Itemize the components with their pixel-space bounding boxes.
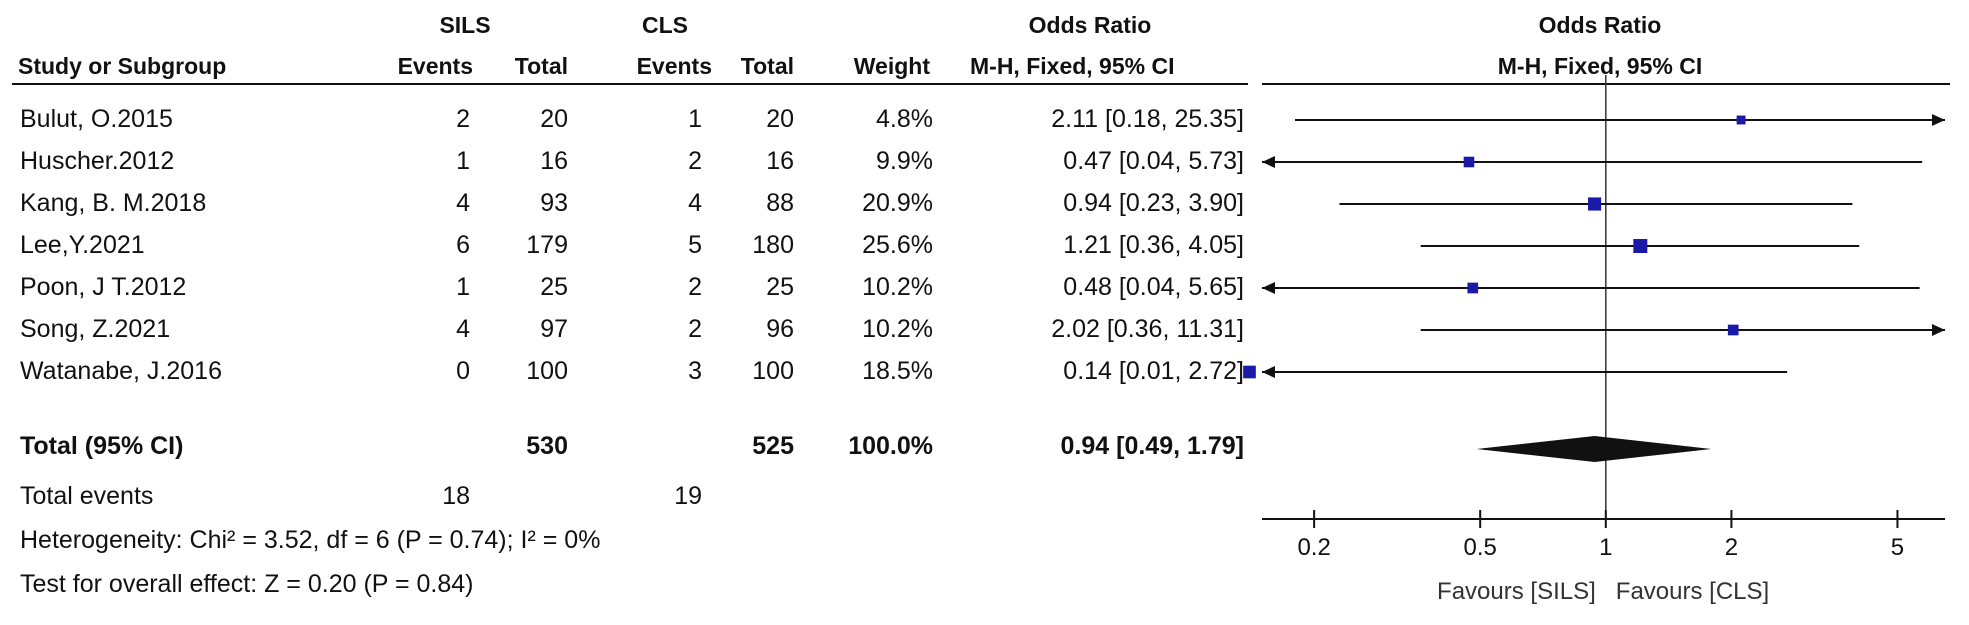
overall-effect-text: Test for overall effect: Z = 0.20 (P = 0… xyxy=(20,570,474,598)
or-ci-cell: 0.48 [0.04, 5.65] xyxy=(1063,273,1244,301)
total1-header: Total xyxy=(514,53,568,79)
x-tick-label: 2 xyxy=(1725,534,1738,561)
favours-left-label: Favours [SILS] xyxy=(1437,578,1596,605)
weight-cell: 25.6% xyxy=(862,231,933,259)
total2-cell: 25 xyxy=(766,273,794,301)
study-name: Kang, B. M.2018 xyxy=(20,189,207,217)
events2-cell: 2 xyxy=(688,147,702,175)
total-events2: 19 xyxy=(674,482,702,510)
method-header: M-H, Fixed, 95% CI xyxy=(970,53,1175,79)
total1-sum: 530 xyxy=(526,432,568,460)
total2-header: Total xyxy=(740,53,794,79)
total1-cell: 25 xyxy=(540,273,568,301)
or-ci-cell: 2.02 [0.36, 11.31] xyxy=(1051,315,1244,343)
weight-cell: 18.5% xyxy=(862,357,933,385)
total1-cell: 179 xyxy=(526,231,568,259)
or-ci-cell: 0.47 [0.04, 5.73] xyxy=(1063,147,1244,175)
header-rule xyxy=(12,83,1248,85)
group2-header: CLS xyxy=(642,12,688,38)
x-tick-label: 0.2 xyxy=(1297,534,1330,561)
total2-cell: 96 xyxy=(766,315,794,343)
plot-method-header: M-H, Fixed, 95% CI xyxy=(1497,53,1703,79)
total2-cell: 16 xyxy=(766,147,794,175)
events1-cell: 4 xyxy=(456,315,470,343)
pooled-diamond xyxy=(1476,436,1712,462)
total2-cell: 88 xyxy=(766,189,794,217)
study-name: Watanabe, J.2016 xyxy=(20,357,222,385)
events2-cell: 2 xyxy=(688,315,702,343)
point-estimate xyxy=(1727,324,1739,336)
or-column-header: Odds Ratio xyxy=(1028,12,1152,38)
study-name: Lee,Y.2021 xyxy=(20,231,145,259)
ci-arrow-left xyxy=(1262,366,1275,378)
group1-header: SILS xyxy=(439,12,491,38)
events2-cell: 2 xyxy=(688,273,702,301)
events2-cell: 3 xyxy=(688,357,702,385)
point-estimate xyxy=(1588,197,1602,211)
x-tick-label: 5 xyxy=(1891,534,1904,561)
ci-arrow-right xyxy=(1932,114,1945,126)
total1-cell: 93 xyxy=(540,189,568,217)
total2-sum: 525 xyxy=(752,432,794,460)
study-name: Bulut, O.2015 xyxy=(20,105,173,133)
events2-cell: 5 xyxy=(688,231,702,259)
total-or-ci: 0.94 [0.49, 1.79] xyxy=(1060,432,1244,460)
total1-cell: 97 xyxy=(540,315,568,343)
total2-cell: 100 xyxy=(752,357,794,385)
total1-cell: 100 xyxy=(526,357,568,385)
total-events-label: Total events xyxy=(20,482,154,510)
total1-cell: 16 xyxy=(540,147,568,175)
events1-cell: 2 xyxy=(456,105,470,133)
point-estimate xyxy=(1467,282,1479,294)
total1-cell: 20 xyxy=(540,105,568,133)
weight-cell: 10.2% xyxy=(862,315,933,343)
events1-cell: 0 xyxy=(456,357,470,385)
study-name: Poon, J T.2012 xyxy=(20,273,187,301)
or-ci-cell: 1.21 [0.36, 4.05] xyxy=(1063,231,1244,259)
total2-cell: 180 xyxy=(752,231,794,259)
events1-cell: 1 xyxy=(456,273,470,301)
events2-cell: 1 xyxy=(688,105,702,133)
study-name: Song, Z.2021 xyxy=(20,315,171,343)
point-estimate xyxy=(1736,115,1746,125)
events1-cell: 4 xyxy=(456,189,470,217)
weight-header: Weight xyxy=(853,53,930,79)
weight-cell: 4.8% xyxy=(876,105,933,133)
or-ci-cell: 2.11 [0.18, 25.35] xyxy=(1051,105,1244,133)
or-ci-cell: 0.14 [0.01, 2.72] xyxy=(1063,357,1244,385)
point-estimate xyxy=(1463,156,1475,168)
ci-arrow-left xyxy=(1262,282,1275,294)
weight-cell: 9.9% xyxy=(876,147,933,175)
weight-cell: 20.9% xyxy=(862,189,933,217)
point-estimate xyxy=(1243,365,1256,379)
total-weight: 100.0% xyxy=(848,432,933,460)
heterogeneity-text: Heterogeneity: Chi² = 3.52, df = 6 (P = … xyxy=(20,526,601,554)
events1-cell: 6 xyxy=(456,231,470,259)
total2-cell: 20 xyxy=(766,105,794,133)
or-ci-cell: 0.94 [0.23, 3.90] xyxy=(1063,189,1244,217)
events2-cell: 4 xyxy=(688,189,702,217)
weight-cell: 10.2% xyxy=(862,273,933,301)
study-column-header: Study or Subgroup xyxy=(18,53,227,79)
ci-arrow-right xyxy=(1932,324,1945,336)
total-events1: 18 xyxy=(442,482,470,510)
events1-cell: 1 xyxy=(456,147,470,175)
point-estimate xyxy=(1633,239,1648,253)
favours-right-label: Favours [CLS] xyxy=(1616,578,1769,605)
x-tick-label: 0.5 xyxy=(1463,534,1496,561)
x-tick-label: 1 xyxy=(1599,534,1612,561)
plot-title: Odds Ratio xyxy=(1538,12,1662,38)
events1-header: Events xyxy=(397,53,473,79)
ci-arrow-left xyxy=(1262,156,1275,168)
study-name: Huscher.2012 xyxy=(20,147,175,175)
total-label: Total (95% CI) xyxy=(20,432,184,460)
events2-header: Events xyxy=(636,53,712,79)
